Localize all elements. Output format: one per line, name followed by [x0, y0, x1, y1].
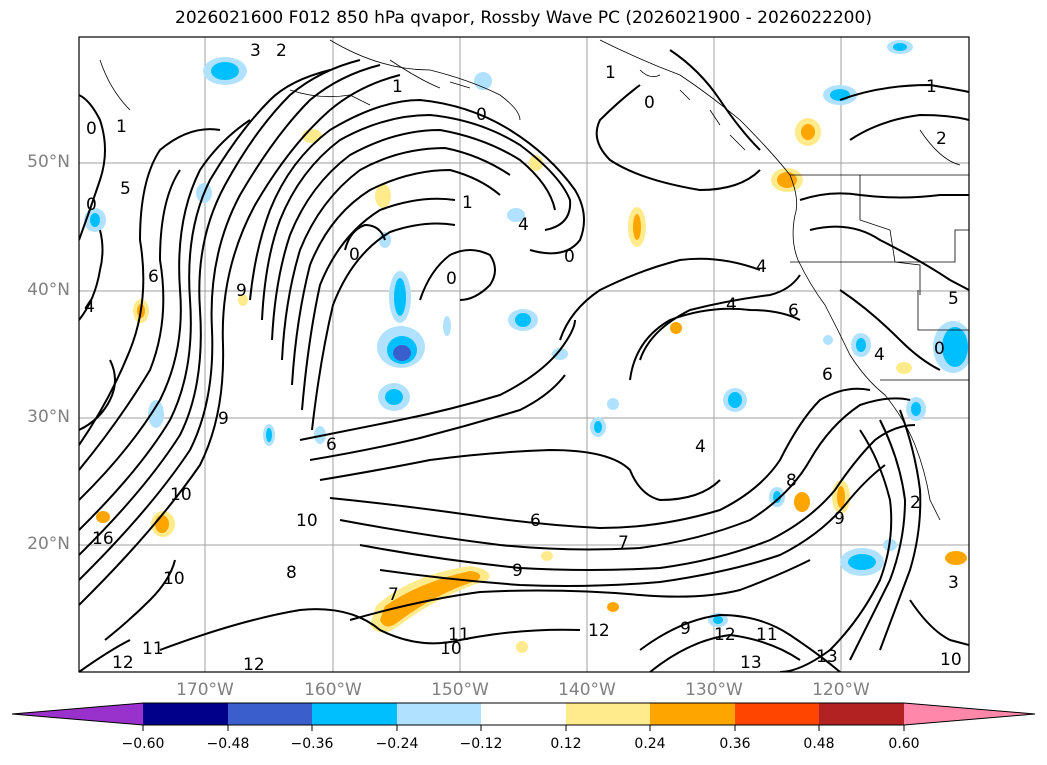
colorbar-segment: [566, 703, 650, 725]
contour-label: 1: [392, 77, 403, 97]
contour-label: 1: [116, 117, 127, 137]
contour-label: 6: [822, 365, 833, 385]
contour-label: 6: [788, 301, 799, 321]
contour-label: 0: [349, 245, 360, 265]
colorbar-tick-label: −0.48: [206, 736, 250, 752]
contour-label: 10: [440, 639, 462, 659]
contour-label: 9: [680, 619, 691, 639]
contour-label: 9: [236, 281, 247, 301]
contour-label: 0: [564, 247, 575, 267]
contour-label: 9: [218, 409, 229, 429]
contour-label: 8: [286, 563, 297, 583]
contour-label: 2: [910, 493, 921, 513]
contour-label: 13: [816, 647, 838, 667]
contour-label: 3: [948, 573, 959, 593]
colorbar-segment: [228, 703, 312, 725]
lat-label-30n: 30°N: [27, 407, 70, 427]
contour-label: 6: [530, 511, 541, 531]
contour-label: 0: [934, 339, 945, 359]
lon-label-160w: 160°W: [304, 680, 362, 700]
contour-label: 10: [163, 569, 185, 589]
contour-label: 5: [120, 179, 131, 199]
contour-label: 0: [86, 195, 97, 215]
contour-label: 10: [170, 485, 192, 505]
contour-label: 12: [112, 653, 134, 673]
contour-label: 6: [326, 435, 337, 455]
lon-label-130w: 130°W: [685, 680, 743, 700]
contour-label: 7: [388, 585, 399, 605]
colorbar-segment: [819, 703, 904, 725]
contour-labels: 3 2 1 0 1 0 1 2 0 1 5 0 6 9 4 1 0 0 4 0 …: [84, 41, 962, 675]
contour-label: 5: [948, 289, 959, 309]
contour-label: 11: [448, 625, 470, 645]
contour-label: 3: [250, 41, 261, 61]
contour-label: 1: [462, 193, 473, 213]
contour-label: 11: [756, 625, 778, 645]
contour-label: 8: [786, 471, 797, 491]
lat-label-20n: 20°N: [27, 534, 70, 554]
lon-label-150w: 150°W: [431, 680, 489, 700]
colorbar-tick-label: 0.24: [634, 736, 666, 752]
contour-label: 2: [936, 129, 947, 149]
map-frame: [78, 36, 970, 673]
contour-label: 9: [512, 561, 523, 581]
colorbar-extend-high: [904, 703, 1035, 725]
contour-label: 9: [834, 509, 845, 529]
contour-label: 12: [588, 621, 610, 641]
colorbar-tick-label: 0.48: [803, 736, 835, 752]
colorbar-tick-label: −0.12: [459, 736, 503, 752]
contour-label: 4: [84, 297, 95, 317]
contour-label: 2: [276, 41, 287, 61]
moisture-contours: [79, 49, 969, 672]
map-title: 2026021600 F012 850 hPa qvapor, Rossby W…: [175, 8, 872, 28]
lon-label-140w: 140°W: [558, 680, 616, 700]
rossby-wave-anomaly-patches: [84, 40, 969, 653]
lon-label-120w: 120°W: [812, 680, 870, 700]
colorbar-extend-low: [12, 703, 143, 725]
lat-label-40n: 40°N: [27, 280, 70, 300]
colorbar-tick-label: −0.60: [121, 736, 165, 752]
contour-label: 0: [476, 105, 487, 125]
contour-label: 1: [926, 77, 937, 97]
contour-label: 4: [695, 437, 706, 457]
contour-label: 13: [740, 653, 762, 673]
colorbar: [11, 702, 1036, 731]
contour-label: 12: [714, 625, 736, 645]
colorbar-tick-label: −0.36: [290, 736, 334, 752]
colorbar-tick-label: 0.12: [550, 736, 582, 752]
colorbar-segment: [735, 703, 819, 725]
contour-label: 7: [618, 533, 629, 553]
lat-label-50n: 50°N: [27, 152, 70, 172]
contour-label: 0: [644, 93, 655, 113]
contour-label: 11: [142, 639, 164, 659]
colorbar-tick-label: −0.24: [375, 736, 419, 752]
colorbar-segment: [143, 703, 228, 725]
contour-label: 0: [446, 269, 457, 289]
map-plot-area: 3 2 1 0 1 0 1 2 0 1 5 0 6 9 4 1 0 0 4 0 …: [79, 37, 969, 675]
contour-label: 4: [726, 295, 737, 315]
colorbar-segment: [650, 703, 735, 725]
contour-label: 0: [86, 119, 97, 139]
colorbar-tick-label: 0.60: [888, 736, 920, 752]
contour-label: 4: [518, 215, 529, 235]
contour-label: 1: [605, 63, 616, 83]
colorbar-segment: [481, 703, 566, 725]
colorbar-tick-label: 0.36: [719, 736, 751, 752]
contour-label: 4: [874, 345, 885, 365]
colorbar-segment: [312, 703, 397, 725]
contour-label: 10: [296, 511, 318, 531]
contour-label: 10: [940, 650, 962, 670]
contour-label: 4: [756, 257, 767, 277]
lon-label-170w: 170°W: [176, 680, 234, 700]
contour-label: 12: [243, 655, 265, 675]
coastlines: [99, 39, 969, 521]
colorbar-segment: [397, 703, 481, 725]
contour-label: 16: [92, 529, 114, 549]
contour-label: 6: [148, 267, 159, 287]
